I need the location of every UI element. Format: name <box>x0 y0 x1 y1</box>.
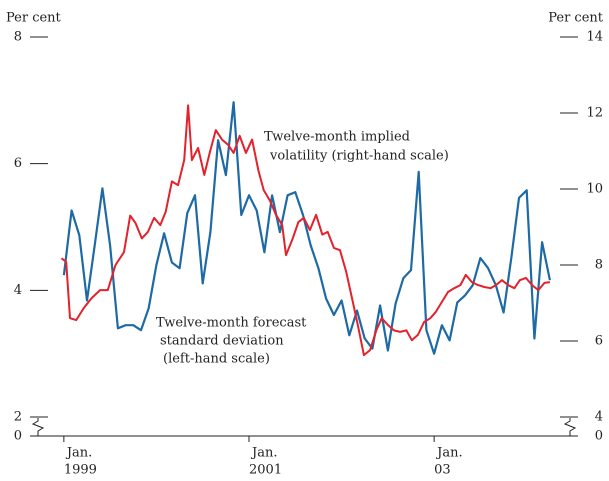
annotation: Twelve-month forecast <box>156 316 307 331</box>
y2-tick-label: 14 <box>586 30 603 45</box>
y2-tick-label: 8 <box>595 258 603 273</box>
series-line <box>62 101 551 355</box>
y-break-label: 0 <box>14 429 22 444</box>
y-tick-label: 8 <box>14 30 22 45</box>
x-tick-year: 2001 <box>249 463 282 478</box>
y-tick-label: 6 <box>14 156 22 171</box>
annotation: volatility (right-hand scale) <box>269 149 449 164</box>
y2-tick-label: 6 <box>595 334 603 349</box>
x-tick-label: Jan. <box>250 446 277 461</box>
series-line <box>60 104 551 357</box>
annotation: Twelve-month implied <box>264 130 410 145</box>
annotation: (left-hand scale) <box>163 352 270 367</box>
x-tick-year: 1999 <box>64 463 97 478</box>
y2-break-label: 0 <box>595 429 603 444</box>
x-tick-year: 03 <box>434 463 451 478</box>
axis-break <box>563 418 577 436</box>
annotation: standard deviation <box>160 334 284 349</box>
y2-tick-label: 10 <box>586 182 603 197</box>
y-tick-label: 2 <box>14 410 22 425</box>
x-tick-label: Jan. <box>435 446 462 461</box>
y-tick-label: 4 <box>14 283 22 298</box>
x-tick-label: Jan. <box>65 446 92 461</box>
y-axis-label: Per cent <box>6 11 62 26</box>
y2-tick-label: 12 <box>586 106 603 121</box>
y2-axis-label: Per cent <box>548 11 604 26</box>
axis-break <box>31 418 45 436</box>
y2-tick-label: 4 <box>595 410 603 425</box>
